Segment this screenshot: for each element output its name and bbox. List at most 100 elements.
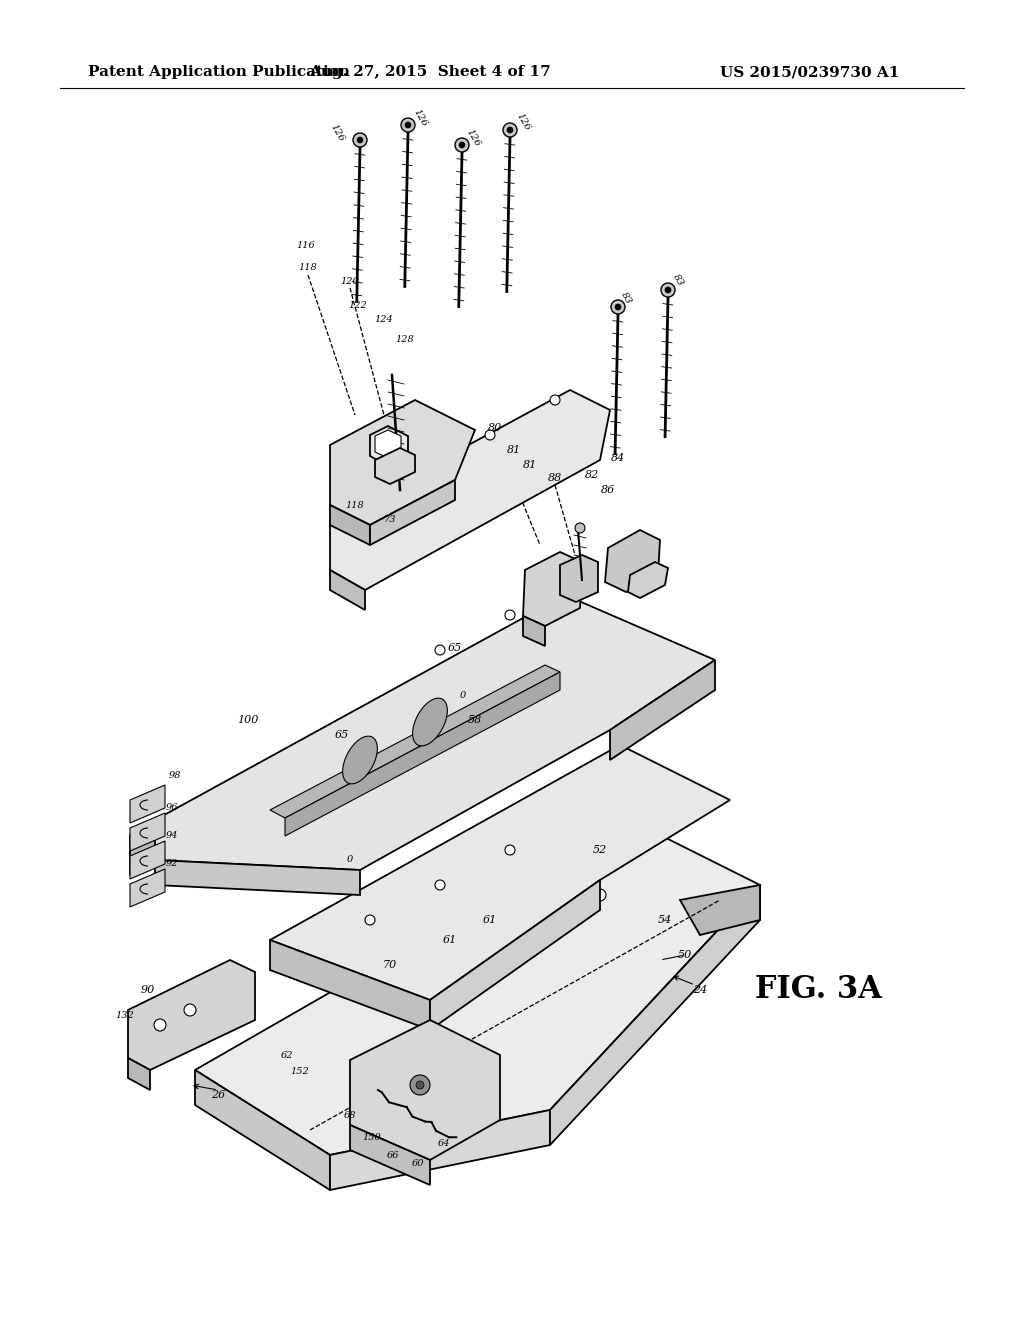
Polygon shape [128,1059,150,1090]
Text: 98: 98 [169,771,181,780]
Polygon shape [523,552,582,626]
Text: Aug. 27, 2015  Sheet 4 of 17: Aug. 27, 2015 Sheet 4 of 17 [309,65,551,79]
Polygon shape [628,562,668,598]
Polygon shape [560,554,598,602]
Text: 126: 126 [412,108,429,128]
Text: 83: 83 [618,290,633,306]
Text: 58: 58 [468,715,482,725]
Text: 150: 150 [362,1134,381,1143]
Text: 73: 73 [384,516,396,524]
Polygon shape [270,665,560,818]
Circle shape [575,523,585,533]
Text: 82: 82 [585,470,599,480]
Circle shape [184,1005,196,1016]
Polygon shape [350,1125,430,1185]
Polygon shape [375,430,401,458]
Text: 50: 50 [678,950,692,960]
Text: 118: 118 [346,500,365,510]
Text: 66: 66 [387,1151,399,1159]
Polygon shape [128,960,255,1071]
Polygon shape [130,841,165,879]
Circle shape [357,137,362,143]
Text: 80: 80 [487,422,502,433]
Text: 24: 24 [693,985,708,995]
Text: 61: 61 [483,915,497,925]
Circle shape [507,127,513,133]
Text: 94: 94 [166,832,178,841]
Polygon shape [550,884,760,1144]
Text: 52: 52 [593,845,607,855]
Ellipse shape [413,698,447,746]
Text: 126: 126 [465,128,481,148]
Text: 0: 0 [460,690,466,700]
Polygon shape [155,595,715,870]
Text: 124: 124 [375,315,393,325]
Circle shape [662,282,675,297]
Circle shape [406,121,411,128]
Text: 120: 120 [341,277,359,286]
Text: 70: 70 [383,960,397,970]
Circle shape [524,924,536,936]
Text: 83: 83 [671,272,685,288]
Circle shape [435,880,445,890]
Polygon shape [130,869,165,907]
Circle shape [505,845,515,855]
Ellipse shape [343,737,378,784]
Polygon shape [195,820,760,1155]
Polygon shape [130,820,155,875]
Polygon shape [195,1071,330,1191]
Text: 118: 118 [299,264,317,272]
Text: 88: 88 [548,473,562,483]
Text: 116: 116 [297,240,315,249]
Circle shape [416,1081,424,1089]
Circle shape [365,915,375,925]
Circle shape [503,123,517,137]
Text: 96: 96 [166,804,178,813]
Polygon shape [330,506,370,545]
Polygon shape [270,744,730,1001]
Circle shape [611,300,625,314]
Text: 62: 62 [281,1051,293,1060]
Circle shape [594,888,606,902]
Text: 126: 126 [329,123,345,144]
Text: 152: 152 [291,1068,309,1077]
Text: 64: 64 [437,1138,451,1147]
Polygon shape [605,531,660,591]
Polygon shape [370,480,455,545]
Text: 128: 128 [395,335,415,345]
Polygon shape [270,940,430,1030]
Text: 100: 100 [238,715,259,725]
Circle shape [401,117,415,132]
Polygon shape [330,1110,550,1191]
Text: 81: 81 [507,445,521,455]
Text: 65: 65 [447,643,462,653]
Circle shape [455,139,469,152]
Polygon shape [610,660,715,760]
Text: 132: 132 [116,1011,134,1019]
Circle shape [353,133,367,147]
Polygon shape [130,813,165,851]
Text: 90: 90 [141,985,155,995]
Polygon shape [130,785,165,822]
Text: 65: 65 [335,730,349,741]
Text: FIG. 3A: FIG. 3A [755,974,882,1006]
Circle shape [505,610,515,620]
Circle shape [435,645,445,655]
Polygon shape [330,400,475,525]
Text: 81: 81 [523,459,538,470]
Circle shape [615,304,621,310]
Text: 26: 26 [211,1090,225,1100]
Circle shape [665,286,671,293]
Text: US 2015/0239730 A1: US 2015/0239730 A1 [720,65,899,79]
Circle shape [415,465,425,475]
Polygon shape [330,389,610,590]
Polygon shape [680,884,760,935]
Text: 61: 61 [442,935,457,945]
Polygon shape [375,447,415,484]
Polygon shape [523,616,545,645]
Text: 92: 92 [166,859,178,869]
Circle shape [575,576,585,585]
Polygon shape [285,672,560,836]
Text: 86: 86 [601,484,615,495]
Text: 54: 54 [657,915,672,925]
